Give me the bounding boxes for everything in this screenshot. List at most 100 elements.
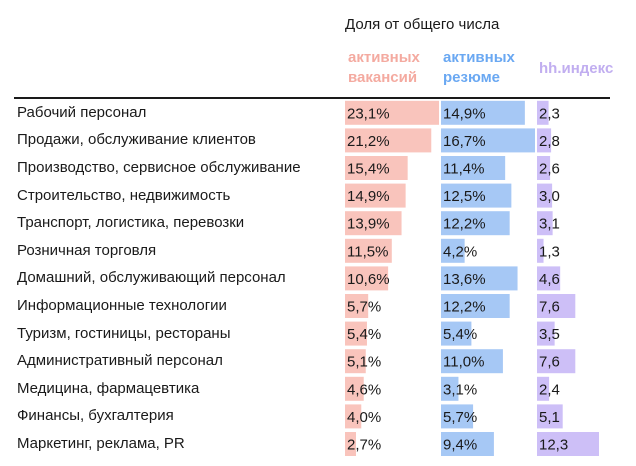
value-label-resumes: 16,7%: [443, 133, 486, 150]
value-label-resumes: 5,7%: [443, 409, 477, 426]
value-label-hh: 12,3: [539, 437, 568, 454]
column-header-resumes: активных резюме: [443, 48, 515, 88]
bar-resumes: [441, 183, 512, 208]
value-label-hh: 1,3: [539, 243, 560, 260]
value-label-resumes: 4,2%: [443, 243, 477, 260]
column-header-vacancies: активных вакансий: [348, 48, 420, 88]
value-label-resumes: 14,9%: [443, 105, 486, 122]
value-label-resumes: 11,4%: [443, 161, 484, 178]
bar-hh: [537, 183, 553, 208]
value-label-vacancies: 10,6%: [347, 271, 390, 288]
header-title: Доля от общего числа: [345, 16, 500, 33]
value-label-resumes: 12,2%: [443, 216, 486, 233]
value-label-hh: 3,5: [539, 326, 560, 343]
bar-hh: [537, 156, 551, 180]
category-label: Розничная торговля: [17, 241, 157, 259]
value-label-resumes: 12,5%: [443, 188, 486, 205]
category-label: Административный персонал: [17, 352, 223, 370]
bar-resumes: [441, 404, 474, 429]
category-label: Транспорт, логистика, перевозки: [17, 214, 245, 232]
value-label-resumes: 9,4%: [443, 437, 477, 454]
value-label-vacancies: 4,6%: [347, 381, 381, 398]
bar-resumes: [441, 432, 494, 456]
value-label-vacancies: 5,7%: [347, 299, 381, 316]
bar-vacancies: [345, 321, 367, 346]
value-label-hh: 2,8: [539, 133, 560, 150]
bar-vacancies: [345, 266, 389, 291]
bar-vacancies: [345, 183, 406, 208]
value-label-hh: 7,6: [539, 354, 560, 371]
bar-resumes: [441, 156, 506, 180]
bar-vacancies: [345, 238, 392, 263]
value-label-vacancies: 4,0%: [347, 409, 381, 426]
value-label-vacancies: 5,1%: [347, 354, 381, 371]
bar-resumes: [441, 211, 510, 236]
value-label-hh: 2,6: [539, 161, 560, 178]
bar-vacancies: [345, 156, 408, 180]
bar-vacancies: [345, 432, 356, 456]
bar-hh: [537, 100, 549, 125]
bar-resumes: [441, 100, 525, 125]
value-label-vacancies: 14,9%: [347, 188, 390, 205]
bar-resumes: [441, 238, 465, 263]
bar-resumes: [441, 266, 518, 291]
bar-resumes: [441, 376, 459, 401]
value-label-hh: 3,0: [539, 188, 560, 205]
category-label: Финансы, бухгалтерия: [17, 407, 174, 425]
category-label: Производство, сервисное обслуживание: [17, 159, 301, 176]
bar-hh: [537, 294, 576, 318]
bar-vacancies: [345, 128, 432, 153]
bar-vacancies: [345, 100, 439, 125]
bar-hh: [537, 404, 563, 429]
bar-hh: [537, 211, 553, 236]
category-label: Информационные технологии: [17, 297, 227, 314]
header-divider: [14, 97, 610, 99]
bar-vacancies: [345, 294, 369, 318]
bar-hh: [537, 376, 550, 401]
column-header-resumes-text: активных резюме: [443, 49, 515, 86]
value-label-vacancies: 2,7%: [347, 437, 381, 454]
value-label-hh: 2,3: [539, 105, 560, 122]
category-label: Маркетинг, реклама, PR: [17, 435, 185, 452]
value-label-vacancies: 23,1%: [347, 105, 390, 122]
category-label: Туризм, гостиницы, рестораны: [17, 324, 231, 342]
value-label-vacancies: 13,9%: [347, 216, 390, 233]
bar-hh: [537, 238, 544, 263]
value-label-vacancies: 5,4%: [347, 326, 381, 343]
bar-hh: [537, 432, 599, 456]
value-label-resumes: 11,0%: [443, 354, 484, 371]
value-label-hh: 7,6: [539, 299, 560, 316]
bar-resumes: [441, 128, 535, 153]
category-label: Домашний, обслуживающий персонал: [17, 269, 286, 287]
column-header-hh-index: hh.индекс: [539, 60, 614, 77]
bar-vacancies: [345, 376, 364, 401]
value-label-hh: 5,1: [539, 409, 560, 426]
bar-hh: [537, 321, 555, 346]
bar-resumes: [441, 294, 510, 318]
bar-hh: [537, 349, 576, 374]
value-label-hh: 3,1: [539, 216, 560, 233]
bar-hh: [537, 266, 561, 291]
value-label-resumes: 5,4%: [443, 326, 477, 343]
value-label-hh: 2,4: [539, 381, 560, 398]
bar-vacancies: [345, 404, 362, 429]
category-label: Медицина, фармацевтика: [17, 379, 200, 397]
bar-vacancies: [345, 211, 402, 236]
bar-resumes: [441, 349, 503, 374]
bar-resumes: [441, 321, 472, 346]
category-label: Рабочий персонал: [17, 103, 147, 121]
value-label-resumes: 12,2%: [443, 299, 486, 316]
column-header-vacancies-text: активных вакансий: [348, 49, 420, 86]
value-label-resumes: 13,6%: [443, 271, 486, 288]
value-label-vacancies: 21,2%: [347, 133, 390, 150]
value-label-resumes: 3,1%: [443, 381, 477, 398]
bar-hh: [537, 128, 552, 153]
category-label: Строительство, недвижимость: [17, 186, 231, 204]
value-label-hh: 4,6: [539, 271, 560, 288]
bar-vacancies: [345, 349, 366, 374]
value-label-vacancies: 15,4%: [347, 161, 390, 178]
value-label-vacancies: 11,5%: [347, 243, 388, 260]
category-label: Продажи, обслуживание клиентов: [17, 131, 256, 149]
